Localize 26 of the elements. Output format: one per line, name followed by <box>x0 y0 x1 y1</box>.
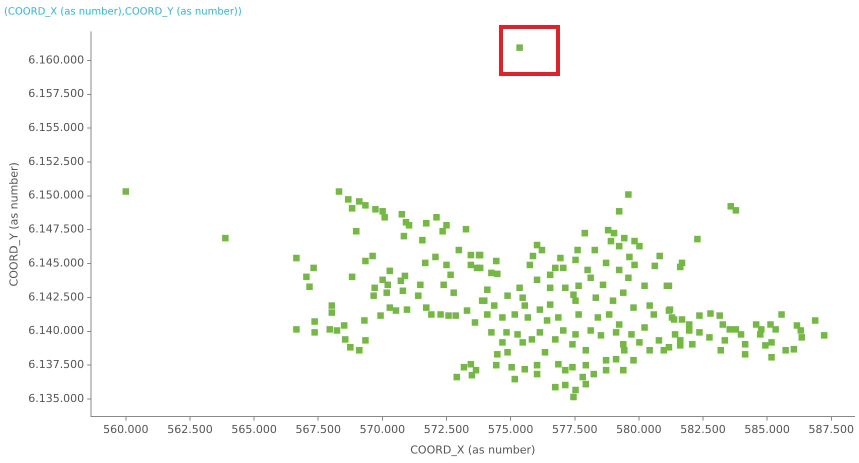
y-tick-label: 6.155.000 <box>28 121 84 134</box>
y-tick-label: 6.137.500 <box>28 358 84 371</box>
x-tick-label: 562.500 <box>167 423 213 436</box>
x-tick-label: 565.000 <box>231 423 277 436</box>
y-tick-label: 6.145.000 <box>28 256 84 270</box>
x-tick-label: 577.500 <box>552 423 598 436</box>
x-tick-label: 560.000 <box>103 423 149 436</box>
x-tick-label: 572.500 <box>424 423 470 436</box>
y-tick-label: 6.160.000 <box>28 53 84 66</box>
x-axis-title: COORD_X (as number) <box>410 443 536 456</box>
y-tick-label: 6.147.500 <box>28 222 84 236</box>
x-tick-label: 567.500 <box>295 423 341 436</box>
y-tick-label: 6.152.500 <box>28 154 84 168</box>
x-tick-label: 587.500 <box>808 423 854 436</box>
y-axis-title: COORD_Y (as number) <box>7 162 20 286</box>
x-tick-label: 585.000 <box>744 423 790 436</box>
y-tick-label: 6.140.000 <box>28 324 84 338</box>
chart-title: (COORD_X (as number),COORD_Y (as number)) <box>4 6 242 18</box>
y-tick-label: 6.157.500 <box>28 87 84 100</box>
x-tick-label: 570.000 <box>360 423 406 436</box>
x-tick-label: 582.500 <box>680 423 726 436</box>
y-tick-label: 6.150.000 <box>28 188 84 202</box>
x-tick-label: 580.000 <box>616 423 662 436</box>
y-tick-label: 6.135.000 <box>28 392 84 405</box>
y-tick-label: 6.142.500 <box>28 290 84 304</box>
x-tick-label: 575.000 <box>488 423 534 436</box>
